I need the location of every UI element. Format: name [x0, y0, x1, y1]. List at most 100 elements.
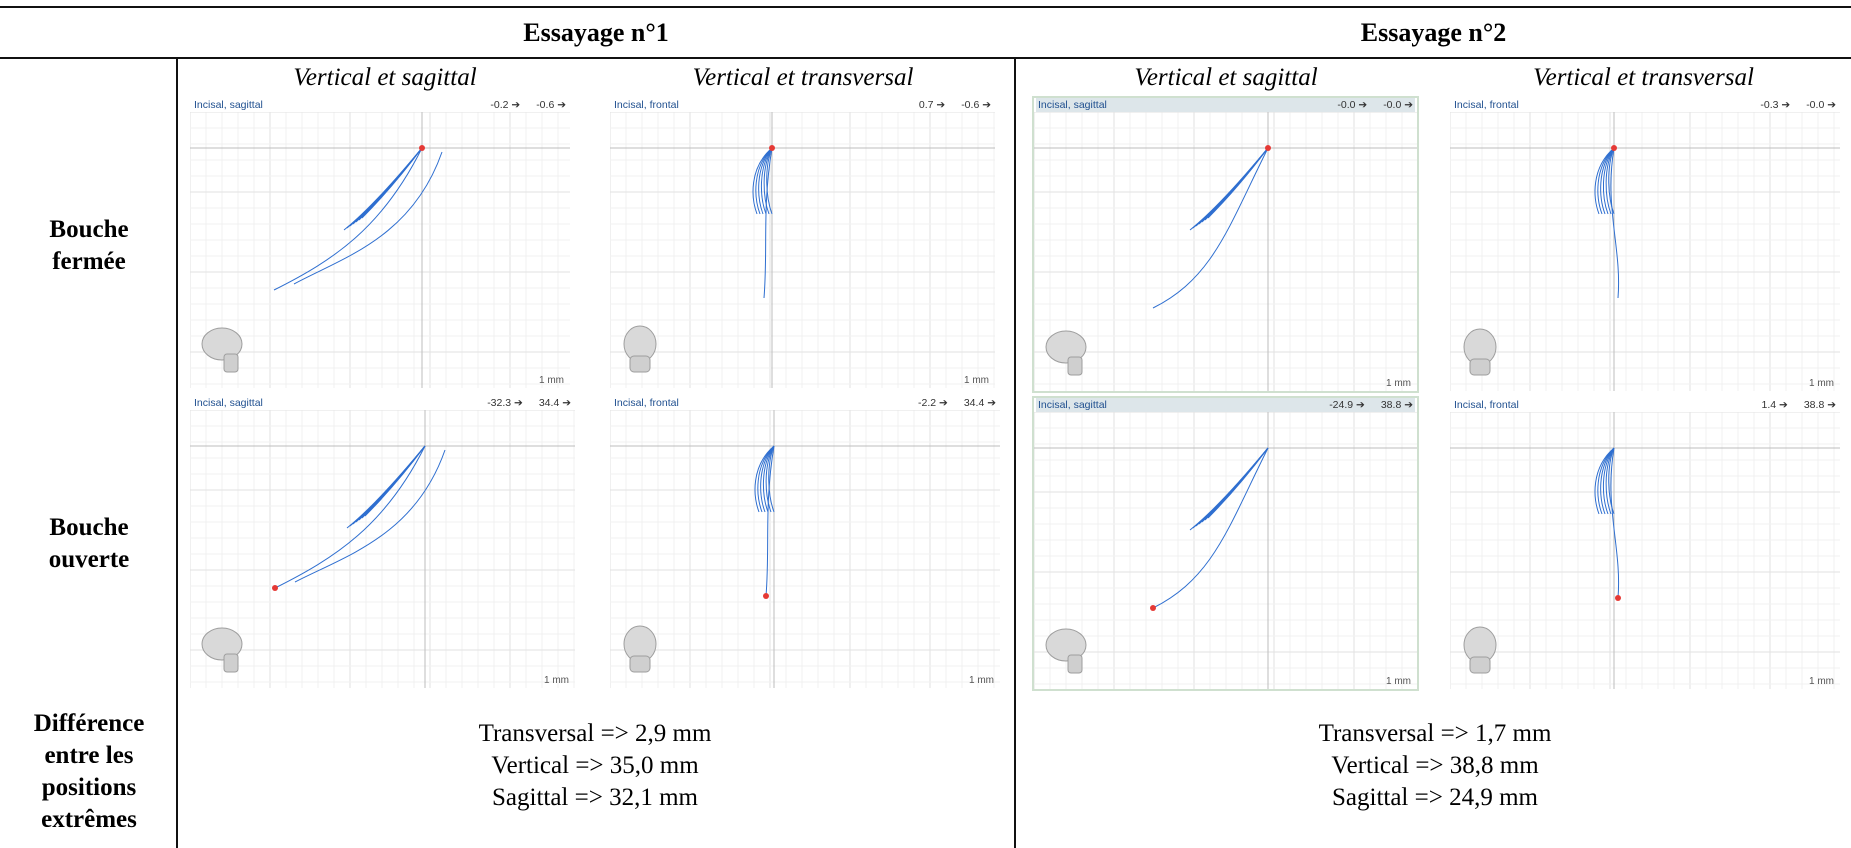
header-rule [0, 57, 1851, 59]
panel-title-bar: Incisal, frontal 1.4 ➔ 38.8 ➔ [1452, 398, 1838, 412]
plot-panel-t2-closed-sagittal[interactable]: Incisal, sagittal -0.0 ➔ -0.0 ➔ 1 mm [1032, 96, 1419, 393]
panel-value-x: 1.4 ➔ [1761, 399, 1788, 411]
motion-traces [1152, 147, 1269, 309]
panel-title: Incisal, sagittal [194, 397, 263, 409]
skull-cranium [201, 627, 243, 661]
skull-cranium [201, 327, 243, 361]
skull-jaw [1469, 358, 1491, 376]
skull-jaw [1067, 654, 1083, 674]
trace-path [763, 147, 773, 299]
trace-path [343, 147, 423, 231]
plot-panel-t1-closed-sagittal[interactable]: Incisal, sagittal -0.2 ➔ -0.6 ➔ 1 mm [190, 98, 570, 388]
row-label-line: Bouche [49, 216, 129, 243]
grid [610, 112, 995, 388]
trace-path [1189, 147, 1269, 231]
panel-title: Incisal, frontal [1454, 99, 1519, 111]
skull-jaw [629, 355, 651, 373]
diff-line-sagittal: Sagittal => 24,9 mm [1332, 784, 1538, 811]
scale-label: 1 mm [539, 375, 564, 386]
grid [1450, 112, 1840, 391]
grid [1450, 412, 1840, 689]
panel-title-bar: Incisal, frontal 0.7 ➔ -0.6 ➔ [612, 98, 993, 112]
position-marker [1265, 145, 1271, 151]
trace-path [1152, 147, 1269, 309]
trace-path [1597, 147, 1615, 215]
panel-value-y: -0.6 ➔ [536, 99, 566, 111]
position-marker [272, 585, 278, 591]
panel-title: Incisal, frontal [614, 397, 679, 409]
skull-front-icon [623, 625, 657, 673]
skull-jaw [223, 653, 239, 673]
motion-traces [273, 147, 443, 291]
panel-value-x: -0.3 ➔ [1760, 99, 1791, 111]
panel-value-y: -0.0 ➔ [1383, 99, 1413, 111]
skull-jaw [223, 353, 239, 373]
motion-traces [1594, 447, 1620, 599]
plot-panel-t2-open-frontal[interactable]: Incisal, frontal 1.4 ➔ 38.8 ➔ 1 mm [1450, 398, 1840, 689]
scale-label: 1 mm [544, 675, 569, 686]
trace-path [1605, 147, 1615, 215]
panel-title-bar: Incisal, sagittal -24.9 ➔ 38.8 ➔ [1036, 398, 1415, 412]
motion-trace-plot [1034, 112, 1417, 391]
plot-panel-t2-closed-frontal[interactable]: Incisal, frontal -0.3 ➔ -0.0 ➔ 1 mm [1450, 98, 1840, 391]
motion-traces [1152, 447, 1269, 609]
diff-line-sagittal: Sagittal => 32,1 mm [492, 784, 698, 811]
panel-value-y: 34.4 ➔ [963, 397, 996, 409]
position-marker [1150, 605, 1156, 611]
trace-path [1610, 447, 1620, 599]
grid [190, 410, 575, 688]
position-marker [763, 593, 769, 599]
table-top-rule [0, 6, 1851, 8]
panel-value-y: -0.0 ➔ [1806, 99, 1836, 111]
trial2-header: Essayage n°2 [1360, 18, 1507, 47]
scale-label: 1 mm [1809, 378, 1834, 389]
panel-value-x: 0.7 ➔ [918, 99, 946, 111]
diff-line-transversal: Transversal => 1,7 mm [1318, 720, 1552, 747]
row-label-line: fermée [52, 248, 126, 275]
row-label-line: positions [41, 774, 137, 801]
scale-label: 1 mm [964, 375, 989, 386]
trace-path [274, 445, 426, 589]
row-label-line: ouverte [48, 546, 130, 573]
skull-side-icon [201, 627, 243, 673]
skull-jaw [1067, 356, 1083, 376]
t2-transversal-subheader: Vertical et transversal [1533, 64, 1754, 91]
trace-path [768, 445, 775, 513]
skull-side-icon [1045, 330, 1087, 376]
trace-path [1597, 447, 1615, 515]
panel-title: Incisal, frontal [614, 99, 679, 111]
panel-value-x: -0.0 ➔ [1337, 99, 1368, 111]
trial1-differences: Transversal => 2,9 mm Vertical => 35,0 m… [245, 718, 945, 814]
trial2-differences: Transversal => 1,7 mm Vertical => 38,8 m… [1085, 718, 1785, 814]
skull-cranium [1045, 628, 1087, 662]
plot-panel-t1-open-frontal[interactable]: Incisal, frontal -2.2 ➔ 34.4 ➔ 1 mm [610, 396, 1000, 688]
row-label-line: entre les [44, 742, 134, 769]
position-marker [769, 145, 775, 151]
trial1-header: Essayage n°1 [523, 18, 669, 47]
panel-value-x: -2.2 ➔ [918, 397, 948, 409]
motion-trace-plot [610, 410, 1000, 688]
trace-path [1189, 447, 1269, 531]
trace-path [765, 445, 775, 597]
scale-label: 1 mm [1386, 676, 1411, 687]
plot-panel-t1-open-sagittal[interactable]: Incisal, sagittal -32.3 ➔ 34.4 ➔ 1 mm [190, 396, 575, 688]
motion-trace-plot [1034, 412, 1417, 689]
trace-path [1605, 447, 1615, 515]
trace-path [293, 151, 443, 285]
trace-path [760, 445, 775, 513]
row-label-line: Différence [33, 710, 145, 737]
panel-value-y: 38.8 ➔ [1803, 399, 1836, 411]
motion-traces [1594, 147, 1620, 299]
position-marker [1611, 145, 1617, 151]
panel-value-y: 34.4 ➔ [538, 397, 571, 409]
trace-path [758, 147, 773, 215]
plot-panel-t2-open-sagittal[interactable]: Incisal, sagittal -24.9 ➔ 38.8 ➔ 1 mm [1032, 396, 1419, 691]
panel-title-bar: Incisal, frontal -2.2 ➔ 34.4 ➔ [612, 396, 998, 410]
position-marker [419, 145, 425, 151]
trace-path [755, 147, 773, 215]
row-label-closed: Bouche fermée [0, 214, 178, 278]
skull-side-icon [1045, 628, 1087, 674]
plot-panel-t1-closed-frontal[interactable]: Incisal, frontal 0.7 ➔ -0.6 ➔ 1 mm [610, 98, 995, 388]
diff-line-vertical: Vertical => 38,8 mm [1331, 752, 1539, 779]
panel-title: Incisal, sagittal [1038, 399, 1107, 411]
